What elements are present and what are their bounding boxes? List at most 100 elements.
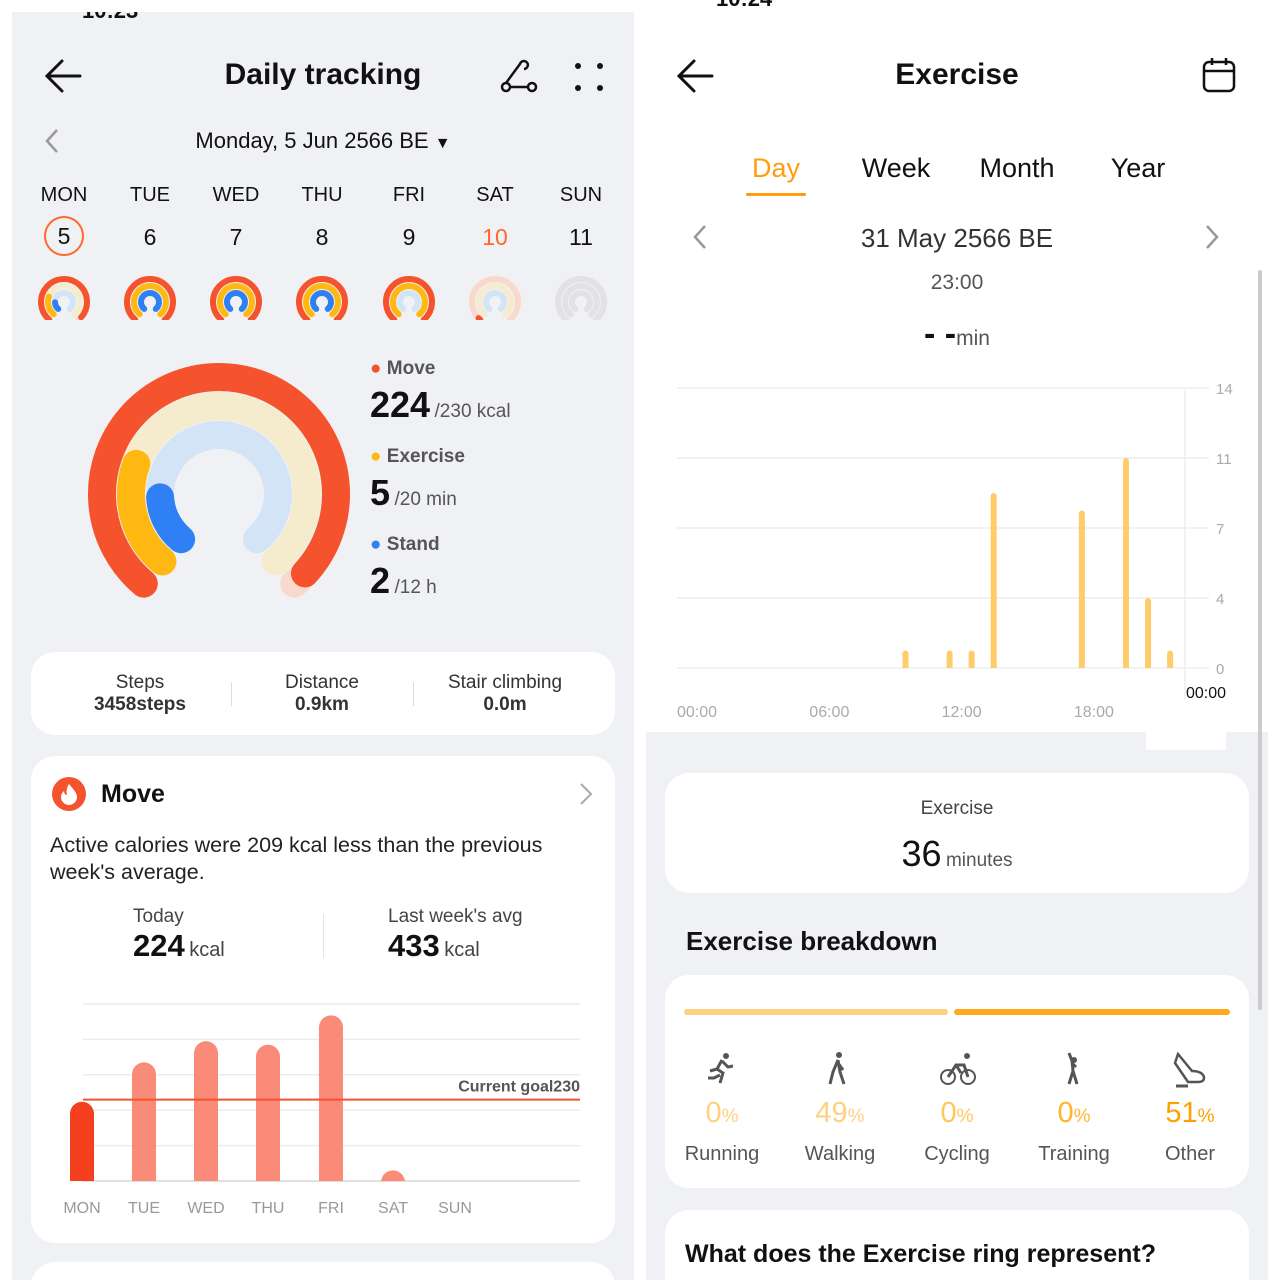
period-date: 31 May 2566 BE [860, 223, 1054, 253]
stand-label: Stand [386, 534, 440, 555]
prev-day-icon[interactable] [44, 128, 60, 154]
faq-title: What does the Exercise ring represent? [685, 1240, 1156, 1268]
stand-ring-track [569, 290, 593, 312]
move-summary-text: Active calories were 209 kcal less than … [50, 833, 543, 884]
more-icon[interactable] [574, 62, 604, 92]
back-arrow-icon[interactable] [676, 58, 716, 94]
day-sat[interactable]: SAT 10 [455, 184, 535, 320]
page-title: Exercise [895, 58, 1019, 91]
prev-period-icon[interactable] [692, 224, 708, 250]
weekday-label: SUN [559, 184, 603, 206]
exercise-bar [968, 650, 975, 668]
day-rings [38, 276, 90, 320]
bar-wed [194, 1041, 218, 1181]
tab-month[interactable]: Month [979, 153, 1055, 183]
selected-time: 23:00 [930, 271, 984, 294]
xtick-label: TUE [128, 1200, 160, 1217]
other-share-bar [954, 1009, 1230, 1015]
exercise-ring-progress [117, 449, 177, 576]
day-number: 8 [315, 224, 329, 250]
xtick-label: FRI [318, 1200, 344, 1217]
running-icon [708, 1053, 734, 1084]
xtick-label: 12:00 [942, 704, 982, 721]
total-unit: minutes [945, 850, 1013, 871]
day-tue[interactable]: TUE 6 [110, 184, 190, 320]
day-number: 7 [229, 224, 243, 250]
move-card[interactable]: Move Active calories were 209 kcal less … [31, 756, 615, 1243]
distance-unit: km [321, 694, 349, 715]
distance-value: 0.9 [295, 694, 322, 715]
tab-year[interactable]: Year [1110, 153, 1166, 183]
exercise-ring-progress [217, 283, 255, 318]
cursor-time-label: 00:00 [1186, 685, 1226, 702]
breakdown-percent: 49% [815, 1097, 865, 1129]
move-goal: /230 kcal [434, 401, 511, 422]
bar-thu [256, 1044, 280, 1181]
xtick-label: SUN [438, 1200, 472, 1217]
chevron-right-icon[interactable] [579, 782, 593, 806]
stairs-stat: Stair climbing 0.0m [448, 672, 562, 716]
weekday-label: FRI [392, 184, 426, 206]
cycling-icon [940, 1053, 976, 1085]
breakdown-training[interactable]: 0% Training [1014, 1047, 1134, 1177]
chart-scrub-handle[interactable] [1146, 706, 1226, 750]
day-rings [383, 276, 435, 320]
date-selector[interactable]: Monday, 5 Jun 2566 BE ▼ [195, 128, 450, 154]
exercise-bar [1078, 510, 1085, 668]
value-placeholder: - - [924, 315, 957, 353]
day-rings [296, 276, 348, 320]
tab-week[interactable]: Week [861, 153, 931, 183]
stand-ring-track [483, 290, 507, 312]
stand-legend: ● Stand [370, 534, 440, 555]
xtick-label: SAT [378, 1200, 408, 1217]
stairs-label: Stair climbing [447, 672, 563, 693]
total-value: 36 [901, 833, 942, 874]
route-icon[interactable] [500, 58, 538, 94]
tab-day[interactable]: Day [751, 153, 801, 183]
weekday-label: WED [212, 184, 260, 206]
walking-share-bar [684, 1009, 948, 1015]
weekday-label: THU [301, 184, 343, 206]
day-rings [469, 276, 521, 320]
back-arrow-icon[interactable] [44, 58, 84, 94]
exercise-screen: 10:24 Exercise Day Week Month Year 31 May 2… [646, 0, 1268, 1280]
day-thu[interactable]: THU 8 [282, 184, 362, 320]
ytick-label: 4 [1216, 591, 1224, 608]
day-rings [210, 276, 262, 320]
breakdown-walking[interactable]: 49% Walking [780, 1047, 900, 1177]
next-period-icon[interactable] [1204, 224, 1220, 250]
move-ring-progress [88, 363, 350, 598]
day-number: 10 [482, 224, 508, 250]
steps-label: Steps [115, 672, 165, 693]
avg-unit: kcal [444, 939, 480, 961]
breakdown-percent: 0% [940, 1097, 974, 1129]
breakdown-other[interactable]: 51% Other [1130, 1047, 1250, 1177]
exercise-legend: ● Exercise [370, 446, 465, 467]
breakdown-label: Cycling [924, 1143, 990, 1165]
stand-ring-progress [138, 290, 162, 312]
walking-icon [828, 1052, 846, 1085]
scrollbar[interactable] [1258, 270, 1262, 1010]
calendar-icon[interactable] [1202, 56, 1236, 94]
day-rings [124, 276, 176, 320]
day-fri[interactable]: FRI 9 [369, 184, 449, 320]
exercise-ring-progress [45, 293, 57, 318]
exercise-bar [902, 650, 909, 668]
day-sun[interactable]: SUN 11 [541, 184, 621, 320]
stand-ring-track [397, 290, 421, 312]
exercise-daily-chart[interactable]: 0 4 7 11 14 00:00 06:00 12:00 18:00 00:00 [646, 370, 1268, 732]
breakdown-cycling[interactable]: 0% Cycling [897, 1047, 1017, 1177]
bar-fri [319, 1015, 343, 1181]
move-ring-progress [383, 276, 435, 320]
faq-card[interactable]: What does the Exercise ring represent? [665, 1210, 1249, 1280]
breakdown-percent: 0% [705, 1097, 739, 1129]
day-mon[interactable]: MON 5 [24, 184, 104, 320]
value-unit: min [956, 327, 990, 350]
move-ring-progress [210, 276, 262, 320]
rings-legend: ● Move 224 /230 kcal ● Exercise 5 /20 mi… [370, 358, 511, 602]
xtick-label: WED [187, 1200, 224, 1217]
stats-card[interactable]: Steps 3458steps Distance 0.9km Stair climb… [31, 652, 615, 735]
breakdown-title: Exercise breakdown [686, 926, 938, 956]
day-wed[interactable]: WED 7 [196, 184, 276, 320]
breakdown-running[interactable]: 0% Running [662, 1047, 782, 1177]
